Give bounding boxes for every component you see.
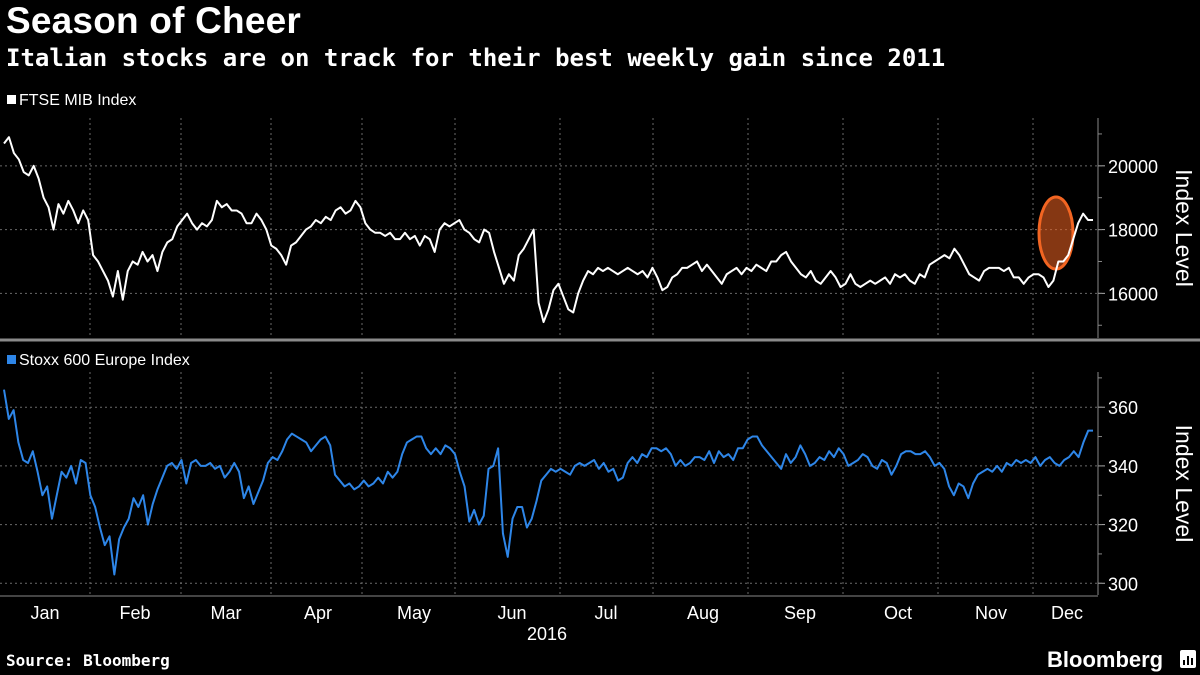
y-tick-label: 360 <box>1108 398 1138 418</box>
x-axis-year-label: 2016 <box>527 624 567 644</box>
series-line <box>3 136 1093 324</box>
x-tick-label: Sep <box>784 603 816 623</box>
x-tick-label: Feb <box>119 603 150 623</box>
x-tick-label: Aug <box>687 603 719 623</box>
y-tick-label: 320 <box>1108 516 1138 536</box>
legend-label: Stoxx 600 Europe Index <box>19 352 190 369</box>
x-tick-label: Mar <box>211 603 242 623</box>
legend-swatch <box>7 355 16 364</box>
brand-logo-text: Bloomberg <box>1047 647 1164 672</box>
chart-subtitle: Italian stocks are on track for their be… <box>6 44 946 72</box>
x-tick-label: Nov <box>975 603 1007 623</box>
y-axis-label: Index Level <box>1171 169 1197 287</box>
x-tick-label: Oct <box>884 603 912 623</box>
y-tick-label: 18000 <box>1108 221 1158 241</box>
y-tick-label: 16000 <box>1108 284 1158 304</box>
y-tick-label: 20000 <box>1108 157 1158 177</box>
chart-title: Season of Cheer <box>6 0 301 41</box>
source-note: Source: Bloomberg <box>6 651 170 670</box>
highlight-ellipse <box>1037 195 1075 271</box>
y-tick-label: 300 <box>1108 574 1138 594</box>
x-tick-label: Dec <box>1051 603 1083 623</box>
legend-label: FTSE MIB Index <box>19 92 136 109</box>
series-line <box>3 389 1093 576</box>
x-tick-label: Apr <box>304 603 332 623</box>
x-tick-label: Jun <box>497 603 526 623</box>
y-tick-label: 340 <box>1108 457 1138 477</box>
x-tick-label: Jan <box>30 603 59 623</box>
bloomberg-chart-icon <box>1180 650 1196 668</box>
x-tick-label: May <box>397 603 431 623</box>
legend-swatch <box>7 95 16 104</box>
x-tick-label: Jul <box>594 603 617 623</box>
y-axis-label: Index Level <box>1171 425 1197 543</box>
